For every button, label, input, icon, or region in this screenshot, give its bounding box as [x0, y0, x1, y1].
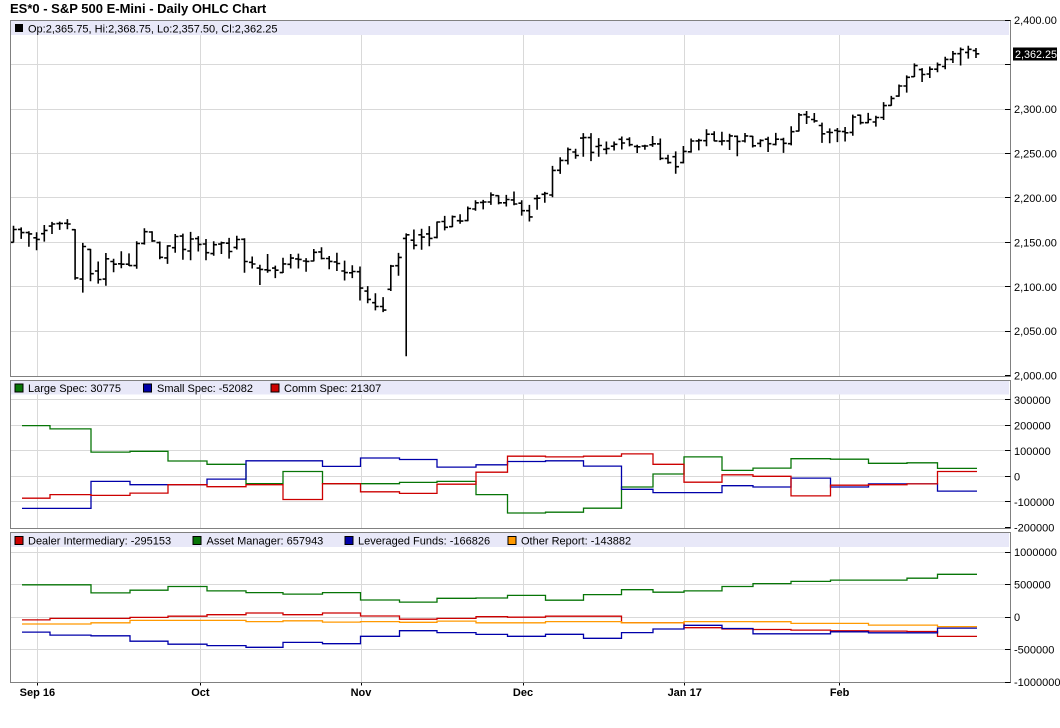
svg-text:0: 0 — [1014, 612, 1020, 624]
svg-text:300000: 300000 — [1014, 395, 1051, 407]
svg-text:2,050.00: 2,050.00 — [1014, 326, 1057, 338]
svg-text:2,200.00: 2,200.00 — [1014, 193, 1057, 205]
svg-text:2,300.00: 2,300.00 — [1014, 104, 1057, 116]
svg-text:Other Report: -143882: Other Report: -143882 — [521, 536, 631, 548]
svg-text:ES*0 - S&P 500 E-Mini - Daily: ES*0 - S&P 500 E-Mini - Daily OHLC Chart — [10, 1, 267, 16]
svg-text:-500000: -500000 — [1014, 645, 1054, 657]
svg-text:Feb: Feb — [830, 687, 850, 699]
svg-text:-200000: -200000 — [1014, 522, 1054, 534]
svg-text:Leveraged Funds: -166826: Leveraged Funds: -166826 — [358, 536, 490, 548]
svg-text:2,100.00: 2,100.00 — [1014, 282, 1057, 294]
svg-text:Large Spec: 30775: Large Spec: 30775 — [28, 383, 121, 395]
svg-text:Dealer Intermediary: -295153: Dealer Intermediary: -295153 — [28, 536, 171, 548]
svg-text:2,250.00: 2,250.00 — [1014, 148, 1057, 160]
svg-text:-100000: -100000 — [1014, 497, 1054, 509]
svg-text:500000: 500000 — [1014, 580, 1051, 592]
svg-text:1000000: 1000000 — [1014, 547, 1057, 559]
svg-text:2,362.25: 2,362.25 — [1015, 49, 1057, 61]
svg-text:100000: 100000 — [1014, 446, 1051, 458]
svg-text:Oct: Oct — [191, 687, 210, 699]
svg-text:200000: 200000 — [1014, 420, 1051, 432]
svg-text:Small Spec: -52082: Small Spec: -52082 — [157, 383, 253, 395]
svg-text:-1000000: -1000000 — [1014, 677, 1060, 689]
svg-text:Comm Spec: 21307: Comm Spec: 21307 — [284, 383, 381, 395]
svg-text:2,400.00: 2,400.00 — [1014, 15, 1057, 27]
svg-text:Nov: Nov — [351, 687, 373, 699]
svg-text:Jan 17: Jan 17 — [668, 687, 702, 699]
svg-text:Asset Manager: 657943: Asset Manager: 657943 — [207, 536, 324, 548]
svg-text:Sep 16: Sep 16 — [20, 687, 55, 699]
svg-text:0: 0 — [1014, 471, 1020, 483]
svg-text:2,150.00: 2,150.00 — [1014, 237, 1057, 249]
svg-text:Op:2,365.75, Hi:2,368.75, Lo:2: Op:2,365.75, Hi:2,368.75, Lo:2,357.50, C… — [28, 24, 278, 36]
svg-text:2,000.00: 2,000.00 — [1014, 371, 1057, 383]
svg-text:Dec: Dec — [513, 687, 533, 699]
